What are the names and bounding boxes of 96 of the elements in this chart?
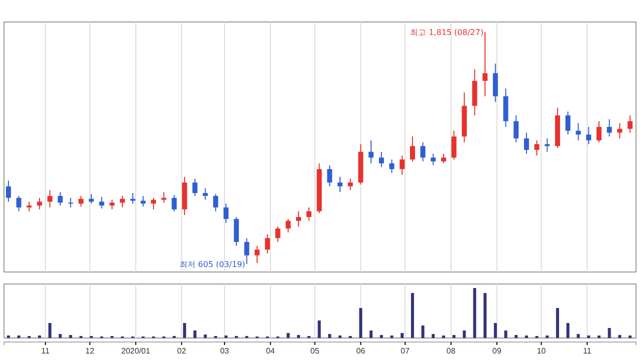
candlestick <box>286 218 291 233</box>
candlestick <box>492 63 498 102</box>
bar <box>69 335 72 338</box>
candlestick <box>150 197 156 210</box>
bar <box>452 335 456 338</box>
x-tick-label: 05 <box>310 346 320 356</box>
bar <box>432 334 435 338</box>
candlestick <box>596 120 602 143</box>
x-tick-label: 07 <box>400 346 410 356</box>
x-tick-label: 11 <box>583 346 592 356</box>
candlestick <box>410 136 416 162</box>
bar <box>462 330 466 338</box>
candlestick <box>368 140 374 164</box>
candlestick <box>296 210 302 228</box>
x-tick-label: 08 <box>446 346 456 356</box>
candlestick <box>264 234 270 254</box>
candlestick <box>628 114 633 134</box>
candlestick <box>306 206 312 222</box>
bar <box>514 335 518 338</box>
bar <box>193 330 196 338</box>
candlestick <box>110 199 115 210</box>
candlestick <box>120 195 125 208</box>
x-tick-label: 04 <box>266 346 276 356</box>
candlestick <box>58 192 63 206</box>
bar <box>484 293 487 338</box>
candlestick <box>617 122 622 139</box>
candlestick <box>378 151 384 168</box>
bar <box>504 330 508 338</box>
candlestick <box>68 197 74 208</box>
candlestick <box>161 192 166 204</box>
candlestick <box>172 194 177 212</box>
bar <box>48 323 52 338</box>
candlestick <box>586 126 592 145</box>
candlestick <box>254 245 260 264</box>
bar <box>183 323 186 338</box>
bar <box>411 293 414 338</box>
bar <box>566 323 570 338</box>
candlestick <box>224 203 229 224</box>
bar <box>473 288 476 338</box>
candlestick <box>451 130 456 160</box>
candlestick <box>348 178 353 191</box>
candlestick <box>337 176 342 193</box>
bar <box>380 335 383 338</box>
candlestick <box>78 195 84 207</box>
annotation: 최고 1,815 (08/27) <box>410 28 484 37</box>
bar <box>421 326 424 338</box>
candlestick <box>430 153 436 166</box>
x-tick-label: 03 <box>220 346 230 356</box>
candlestick <box>420 142 426 162</box>
bar <box>400 333 404 338</box>
bar <box>318 320 321 338</box>
candlestick <box>327 164 332 187</box>
candlestick <box>565 111 570 136</box>
bar <box>370 330 373 338</box>
x-tick-label: 10 <box>536 346 546 356</box>
candlestick <box>275 226 280 242</box>
candlestick <box>441 153 446 164</box>
bar <box>618 335 622 338</box>
candlestick <box>482 32 488 97</box>
bar <box>608 328 611 338</box>
candlestick <box>192 178 198 196</box>
x-tick-label: 02 <box>177 346 187 356</box>
bar <box>58 334 62 338</box>
bar <box>359 308 362 338</box>
bar <box>576 334 580 338</box>
candlestick <box>37 197 42 210</box>
bar <box>204 334 207 338</box>
bar <box>494 323 497 338</box>
candlestick <box>213 194 218 212</box>
candlestick <box>576 122 581 141</box>
x-tick-label: 11 <box>41 346 50 356</box>
x-tick-label: 09 <box>492 346 502 356</box>
x-tick-label: 12 <box>85 346 95 356</box>
candlestick <box>544 138 550 152</box>
candlestick <box>234 216 239 246</box>
candlestick <box>202 188 208 200</box>
candlestick <box>47 190 52 208</box>
bar <box>328 334 332 338</box>
bar <box>286 333 290 338</box>
candlestick <box>534 140 540 156</box>
candlestick <box>400 155 405 176</box>
candlestick <box>606 118 612 137</box>
x-tick-label: 06 <box>356 346 366 356</box>
candlestick <box>514 114 519 143</box>
candlestick <box>26 201 32 212</box>
candlestick <box>6 180 11 202</box>
candlestick <box>140 195 146 207</box>
candlestick <box>524 132 529 154</box>
x-tick-label: 2020/01 <box>121 346 151 356</box>
annotation: 최저 605 (03/19) <box>180 260 246 269</box>
candlestick <box>244 238 250 264</box>
candlestick <box>389 159 394 174</box>
candlestick <box>99 196 104 209</box>
candlestick <box>16 195 22 212</box>
bar <box>297 335 300 338</box>
bar <box>556 308 560 338</box>
